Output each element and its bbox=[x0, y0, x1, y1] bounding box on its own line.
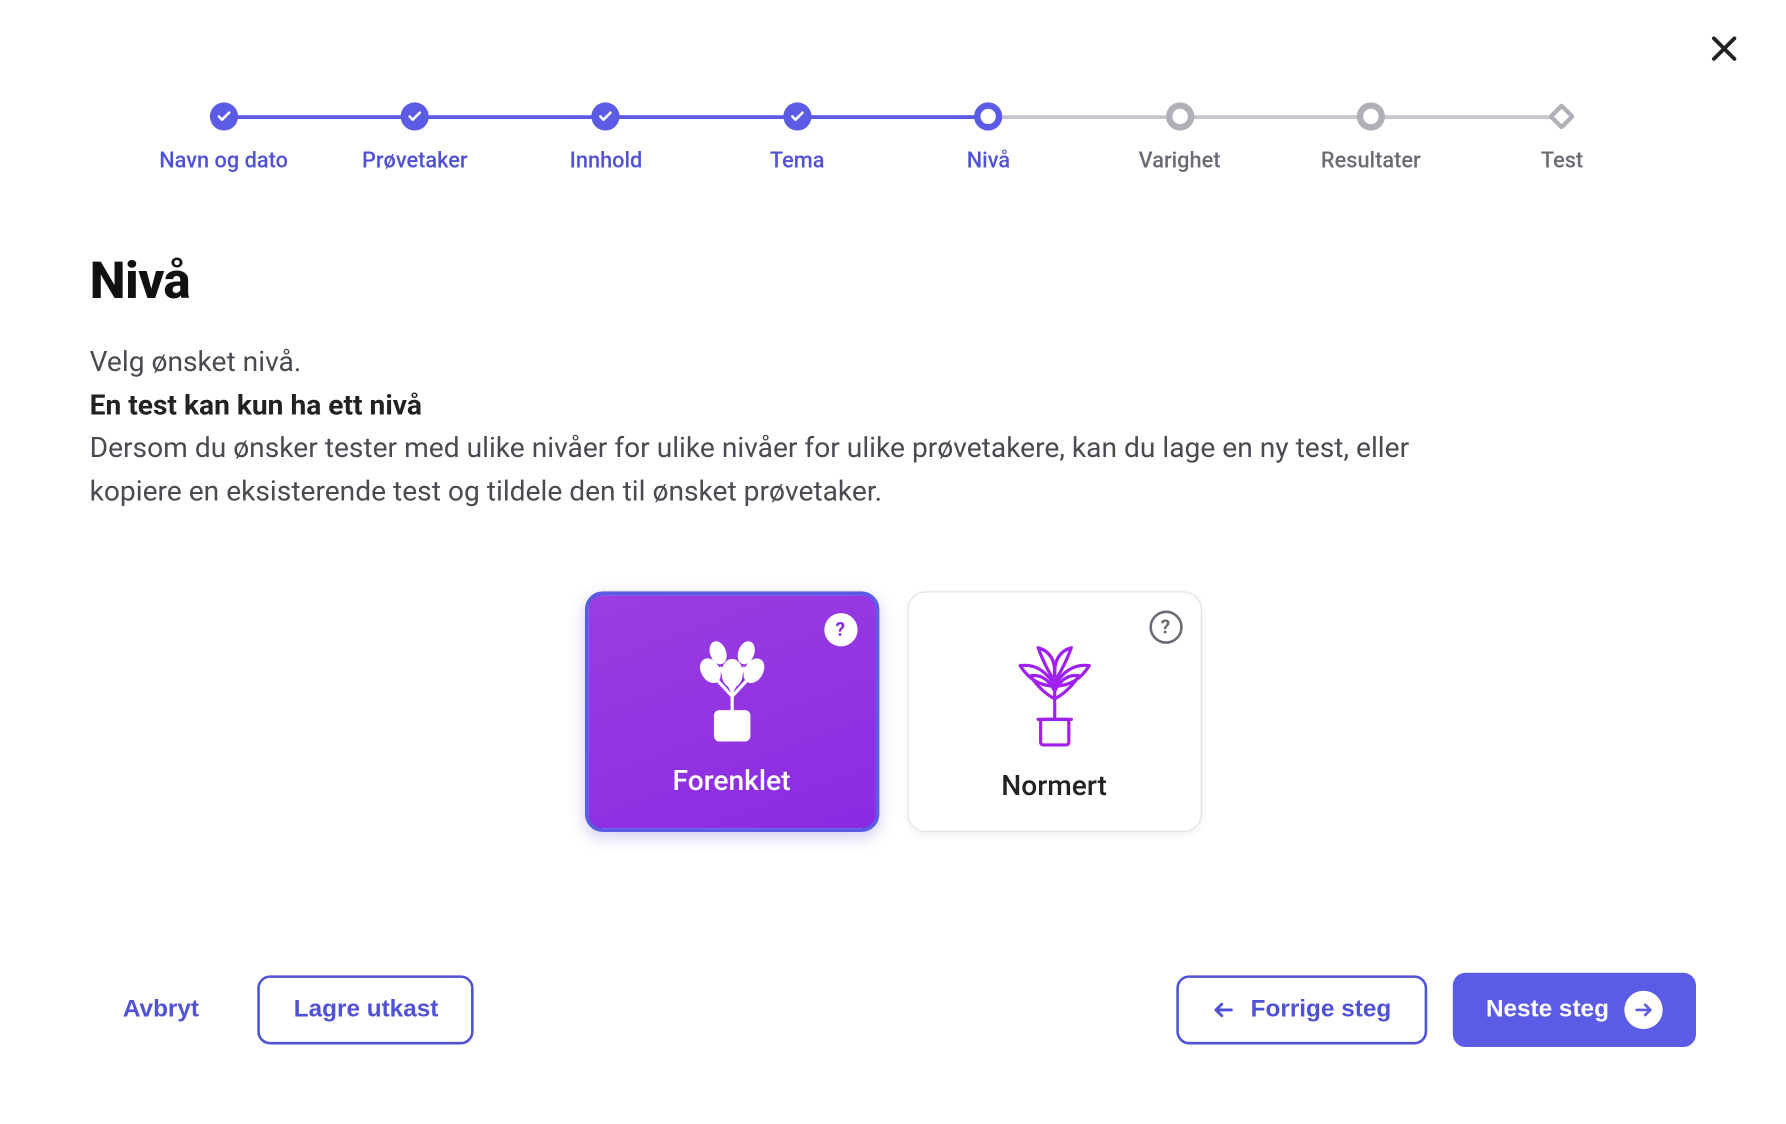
step-label: Prøvetaker bbox=[362, 148, 468, 174]
step-niva[interactable]: Nivå bbox=[893, 102, 1084, 174]
step-connector bbox=[606, 115, 797, 119]
footer-actions: Avbryt Lagre utkast Forrige steg Neste s… bbox=[90, 973, 1696, 1047]
step-connector bbox=[988, 115, 1179, 119]
step-label: Tema bbox=[770, 148, 825, 174]
step-dot-current bbox=[974, 102, 1002, 130]
step-dot-upcoming bbox=[1357, 102, 1385, 130]
step-label: Test bbox=[1541, 148, 1583, 174]
step-dot-final bbox=[1548, 102, 1576, 130]
step-connector bbox=[797, 115, 988, 119]
cancel-button[interactable]: Avbryt bbox=[90, 978, 233, 1042]
level-card-normert[interactable]: ? Normert bbox=[907, 592, 1201, 833]
cancel-label: Avbryt bbox=[123, 996, 199, 1024]
help-icon[interactable]: ? bbox=[1149, 611, 1182, 644]
level-options: ? Forenkl bbox=[90, 592, 1696, 833]
stepper: Navn og dato Prøvetaker Innhold Tema bbox=[128, 102, 1658, 174]
arrow-right-circle-icon bbox=[1624, 991, 1662, 1029]
save-draft-button[interactable]: Lagre utkast bbox=[258, 976, 474, 1045]
step-innhold[interactable]: Innhold bbox=[510, 102, 701, 174]
step-connector bbox=[415, 115, 606, 119]
help-icon[interactable]: ? bbox=[824, 613, 857, 646]
check-icon bbox=[790, 109, 805, 124]
step-resultater: Resultater bbox=[1275, 102, 1466, 174]
plant-large-icon bbox=[1002, 629, 1107, 754]
step-provetaker[interactable]: Prøvetaker bbox=[319, 102, 510, 174]
check-icon bbox=[407, 109, 422, 124]
step-navn-og-dato[interactable]: Navn og dato bbox=[128, 102, 319, 174]
step-test: Test bbox=[1466, 102, 1657, 174]
step-dot-upcoming bbox=[1166, 102, 1194, 130]
diamond-icon bbox=[1549, 104, 1575, 130]
step-dot-completed bbox=[592, 102, 620, 130]
step-dot-completed bbox=[783, 102, 811, 130]
previous-step-label: Forrige steg bbox=[1251, 996, 1392, 1024]
step-dot-completed bbox=[401, 102, 429, 130]
content-area: Nivå Velg ønsket nivå. En test kan kun h… bbox=[90, 251, 1696, 884]
check-icon bbox=[216, 109, 231, 124]
emphasis-text: En test kan kun ha ett nivå bbox=[90, 391, 1696, 423]
next-step-button[interactable]: Neste steg bbox=[1453, 973, 1696, 1047]
plant-small-icon bbox=[682, 635, 782, 750]
page-title: Nivå bbox=[90, 251, 1696, 311]
step-label: Innhold bbox=[570, 148, 643, 174]
step-tema[interactable]: Tema bbox=[702, 102, 893, 174]
step-label: Nivå bbox=[967, 148, 1010, 174]
step-connector bbox=[224, 115, 415, 119]
arrow-left-icon bbox=[1212, 999, 1235, 1022]
description-text: Dersom du ønsker tester med ulike nivåer… bbox=[90, 428, 1498, 515]
step-label: Varighet bbox=[1139, 148, 1221, 174]
card-label: Normert bbox=[1001, 770, 1107, 802]
close-icon bbox=[1709, 33, 1740, 64]
intro-text: Velg ønsket nivå. bbox=[90, 342, 1696, 386]
step-connector bbox=[1180, 115, 1371, 119]
step-label: Navn og dato bbox=[159, 148, 288, 174]
step-dot-completed bbox=[210, 102, 238, 130]
card-label: Forenklet bbox=[673, 765, 791, 797]
step-connector bbox=[1371, 115, 1562, 119]
previous-step-button[interactable]: Forrige steg bbox=[1176, 976, 1427, 1045]
step-label: Resultater bbox=[1321, 148, 1421, 174]
wizard-modal: Navn og dato Prøvetaker Innhold Tema bbox=[0, 0, 1786, 1099]
next-step-label: Neste steg bbox=[1486, 996, 1609, 1024]
step-varighet: Varighet bbox=[1084, 102, 1275, 174]
check-icon bbox=[598, 109, 613, 124]
close-button[interactable] bbox=[1701, 26, 1747, 72]
level-card-forenklet[interactable]: ? Forenkl bbox=[584, 592, 878, 833]
save-draft-label: Lagre utkast bbox=[294, 996, 439, 1024]
